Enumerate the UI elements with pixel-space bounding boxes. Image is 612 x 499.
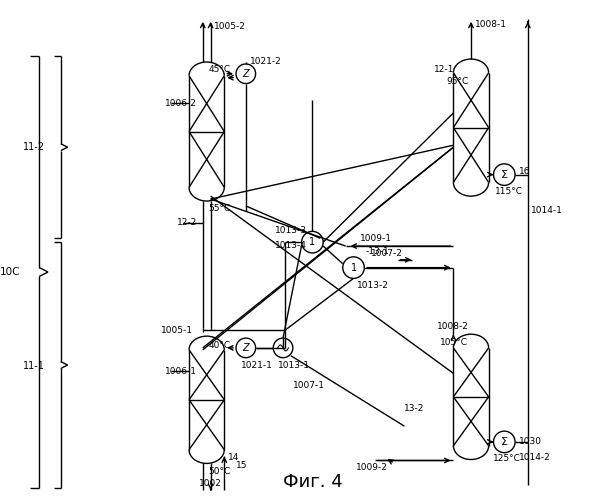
- Text: Σ: Σ: [501, 437, 508, 447]
- Text: 1021-1: 1021-1: [241, 361, 273, 370]
- Text: Z: Z: [242, 69, 249, 79]
- Text: 125°C: 125°C: [493, 454, 520, 463]
- Text: 105°C: 105°C: [439, 337, 468, 346]
- Text: 1030: 1030: [519, 438, 542, 447]
- Text: 11-2: 11-2: [23, 142, 45, 152]
- Text: 1009-2: 1009-2: [356, 463, 387, 472]
- Text: 45°C: 45°C: [209, 65, 231, 74]
- Text: 14: 14: [228, 453, 239, 462]
- Text: 1013-1: 1013-1: [278, 361, 310, 370]
- Text: 1: 1: [309, 237, 315, 247]
- Text: Фиг. 4: Фиг. 4: [283, 473, 342, 491]
- Text: 1008-2: 1008-2: [437, 322, 469, 331]
- Text: 16: 16: [519, 167, 531, 176]
- Text: 1013-2: 1013-2: [357, 281, 389, 290]
- Text: 1014-1: 1014-1: [531, 206, 562, 216]
- Text: 13-2: 13-2: [405, 404, 425, 413]
- Text: 95°C: 95°C: [447, 77, 469, 86]
- Text: -13-1: -13-1: [365, 248, 389, 256]
- Text: 12-1: 12-1: [434, 65, 454, 74]
- Text: 1007-2: 1007-2: [371, 250, 403, 258]
- Text: 15: 15: [236, 461, 247, 470]
- Text: 1006-2: 1006-2: [165, 99, 196, 108]
- Text: 1005-2: 1005-2: [214, 22, 245, 31]
- Text: 1006-1: 1006-1: [165, 367, 196, 376]
- Text: 1008-1: 1008-1: [475, 20, 507, 29]
- Text: 11-1: 11-1: [23, 360, 45, 371]
- Text: 1002: 1002: [199, 480, 222, 489]
- Text: 1013-3: 1013-3: [275, 226, 307, 235]
- Text: 1: 1: [351, 262, 357, 272]
- Text: Σ: Σ: [501, 170, 508, 180]
- Text: 1005-1: 1005-1: [160, 326, 193, 335]
- Text: 1009-1: 1009-1: [360, 234, 392, 243]
- Text: 1013-4: 1013-4: [275, 241, 307, 250]
- Text: Z: Z: [242, 343, 249, 353]
- Text: 55°C: 55°C: [209, 205, 231, 214]
- Text: 40°C: 40°C: [209, 341, 231, 350]
- Text: 1007-1: 1007-1: [293, 381, 325, 390]
- Text: 115°C: 115°C: [494, 187, 523, 196]
- Text: 12-2: 12-2: [177, 218, 198, 227]
- Text: 1021-2: 1021-2: [250, 56, 282, 65]
- Text: 10C: 10C: [0, 266, 21, 276]
- Text: 50°C: 50°C: [209, 467, 231, 476]
- Text: 1014-2: 1014-2: [519, 453, 551, 462]
